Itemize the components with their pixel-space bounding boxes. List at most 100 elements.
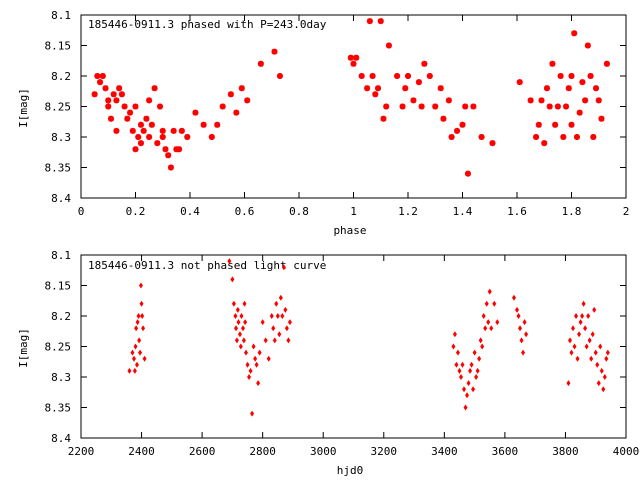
data-point — [454, 127, 461, 134]
data-point — [366, 18, 373, 25]
data-point — [574, 313, 579, 319]
data-point — [107, 115, 114, 122]
data-point — [237, 331, 242, 338]
x-tick-group: 2200 2400 2600 2800 3000 3200 3400 3600 3800 4000 — [68, 255, 639, 458]
data-point — [146, 134, 153, 140]
data-point — [590, 331, 595, 338]
data-point — [454, 361, 459, 368]
y-tick-label: 8.4 — [51, 432, 71, 445]
data-point — [113, 97, 120, 104]
data-point — [445, 97, 452, 104]
data-point — [242, 300, 247, 307]
data-point — [462, 386, 467, 393]
data-point — [568, 73, 575, 79]
data-point — [582, 97, 589, 104]
data-point — [132, 367, 137, 374]
data-point — [151, 85, 158, 92]
data-point — [481, 313, 486, 319]
data-point — [567, 337, 572, 344]
data-point — [515, 306, 519, 313]
data-point — [159, 134, 166, 140]
data-point — [586, 313, 591, 319]
y-tick-label: 8.25 — [45, 341, 72, 354]
data-point — [584, 42, 591, 49]
data-point — [124, 115, 131, 122]
data-point — [165, 152, 172, 159]
data-point — [105, 97, 112, 104]
data-point — [587, 73, 594, 79]
data-point — [91, 91, 98, 98]
x-tick-label: 0.2 — [126, 205, 146, 218]
data-point — [233, 109, 240, 116]
data-point — [274, 300, 279, 307]
data-point — [269, 313, 274, 319]
data-point — [380, 115, 387, 122]
data-point — [527, 97, 534, 104]
data-point — [459, 121, 466, 128]
data-point — [260, 319, 265, 326]
data-point — [283, 306, 288, 313]
data-point — [214, 121, 221, 128]
data-point — [231, 300, 236, 307]
data-point — [471, 386, 476, 393]
data-point — [219, 103, 226, 110]
data-point — [234, 325, 239, 332]
data-point — [565, 85, 572, 92]
data-point — [595, 361, 600, 368]
data-point — [578, 319, 583, 326]
data-point — [524, 331, 529, 338]
data-point — [554, 103, 561, 110]
data-point — [394, 73, 401, 79]
data-point — [478, 134, 485, 140]
data-point — [549, 60, 556, 67]
data-point — [253, 355, 258, 362]
data-point — [358, 73, 365, 79]
data-point — [105, 103, 112, 110]
data-point — [563, 103, 570, 110]
data-point — [598, 115, 605, 122]
data-point — [130, 349, 135, 356]
data-point — [227, 258, 232, 265]
data-point — [546, 103, 553, 110]
data-point — [604, 355, 609, 362]
data-point — [518, 325, 523, 332]
data-point — [538, 97, 545, 104]
data-point — [541, 140, 548, 147]
data-point — [135, 319, 140, 326]
data-point — [593, 349, 598, 356]
data-point — [375, 85, 382, 92]
data-point — [455, 349, 460, 356]
data-point — [377, 18, 384, 25]
data-point — [184, 134, 191, 140]
data-point — [480, 343, 485, 350]
data-point — [281, 264, 286, 271]
data-point — [477, 355, 482, 362]
data-point — [577, 331, 582, 338]
data-points — [91, 18, 610, 177]
data-point — [583, 325, 588, 332]
data-point — [208, 134, 215, 140]
data-point — [241, 337, 246, 344]
data-point — [347, 54, 354, 61]
data-point — [192, 109, 199, 116]
data-point — [486, 319, 491, 326]
data-point — [230, 276, 235, 283]
x-tick-group: 0 0.2 0.4 0.6 0.8 1 1.2 1.4 1.6 1.8 2 — [78, 15, 629, 218]
data-point — [162, 146, 169, 153]
unphased-light-curve-panel: 185446-0911.3 not phased light curve hjd… — [17, 249, 639, 477]
x-tick-label: 2400 — [128, 445, 155, 458]
data-point — [132, 103, 139, 110]
data-point — [176, 146, 183, 153]
data-point — [573, 134, 580, 140]
x-axis-label: phase — [333, 224, 366, 237]
data-point — [460, 361, 465, 368]
data-point — [543, 85, 550, 92]
data-point — [369, 73, 376, 79]
data-point — [286, 337, 291, 344]
y-tick-label: 8.25 — [45, 101, 72, 114]
data-point — [568, 121, 575, 128]
plot-frame — [80, 254, 627, 439]
x-tick-label: 3800 — [552, 445, 579, 458]
data-point — [521, 349, 526, 356]
data-point — [287, 319, 292, 326]
